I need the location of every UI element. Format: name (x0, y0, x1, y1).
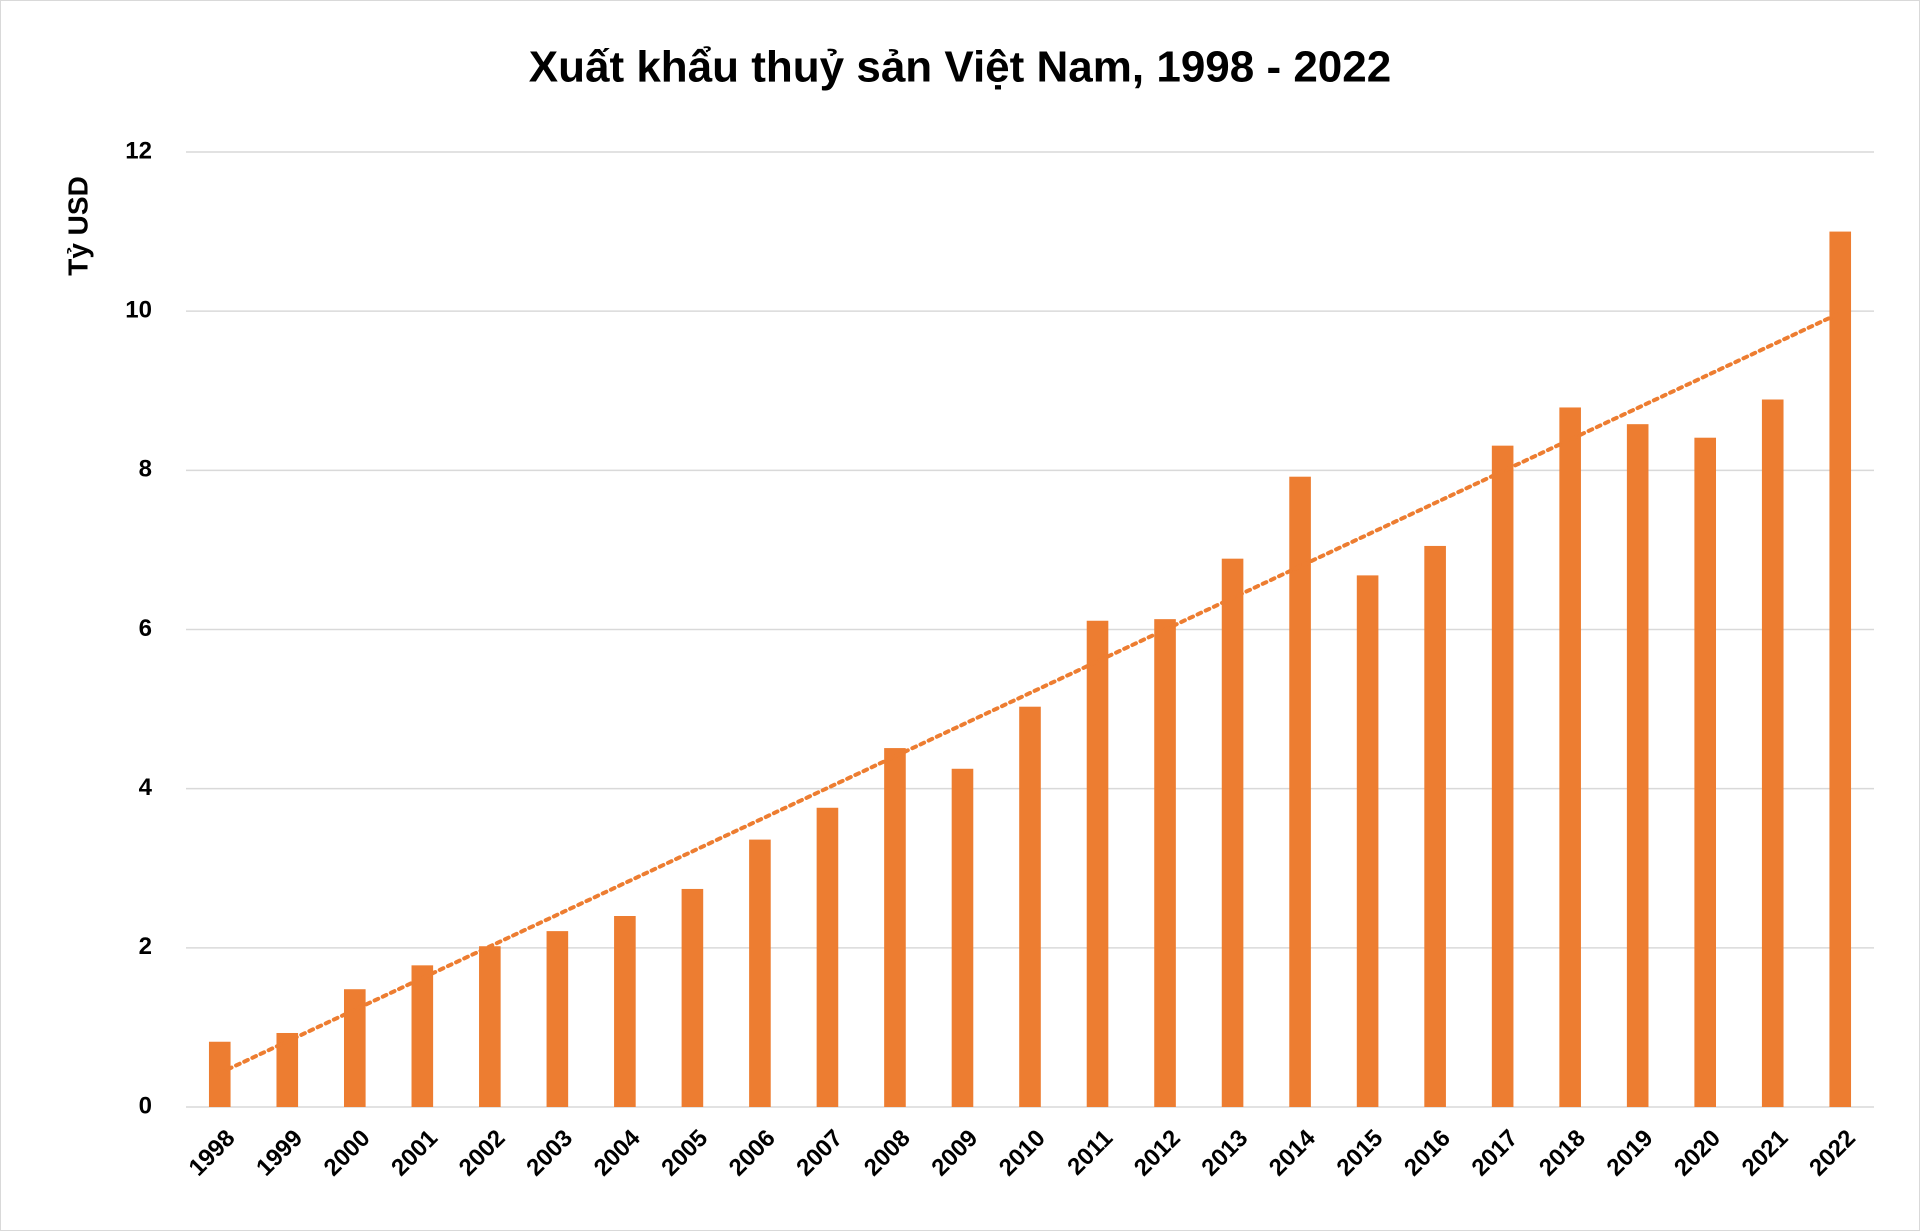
y-tick-label: 2 (139, 933, 152, 960)
bar (1694, 437, 1717, 1107)
bar (411, 965, 434, 1107)
bar (276, 1032, 299, 1107)
bar (749, 839, 771, 1107)
bar (1086, 620, 1109, 1107)
bar (479, 946, 501, 1107)
bar (951, 768, 974, 1107)
bar (1491, 445, 1514, 1108)
bar (614, 916, 636, 1107)
bar (546, 931, 569, 1107)
bar (884, 748, 906, 1107)
y-tick-label: 0 (139, 1092, 152, 1119)
bar (816, 807, 839, 1107)
bar (1356, 575, 1379, 1107)
bar (1221, 558, 1244, 1107)
bar (343, 989, 366, 1107)
trendline (217, 310, 1843, 1076)
bar (681, 888, 704, 1107)
bar (1289, 476, 1311, 1107)
chart-title: Xuất khẩu thuỷ sản Việt Nam, 1998 - 2022 (529, 43, 1391, 92)
bar (1761, 399, 1784, 1108)
bar (1559, 407, 1581, 1107)
y-tick-label: 12 (125, 137, 152, 164)
y-tick-label: 4 (139, 774, 153, 801)
bar (1626, 424, 1649, 1107)
y-axis-label: Tỷ USD (62, 176, 93, 276)
y-tick-label: 6 (139, 615, 152, 642)
y-tick-label: 8 (139, 456, 152, 483)
bar (1019, 706, 1041, 1107)
bar (1829, 231, 1852, 1108)
y-tick-label: 10 (125, 297, 152, 324)
bar (1154, 619, 1176, 1107)
bar (1424, 545, 1446, 1107)
